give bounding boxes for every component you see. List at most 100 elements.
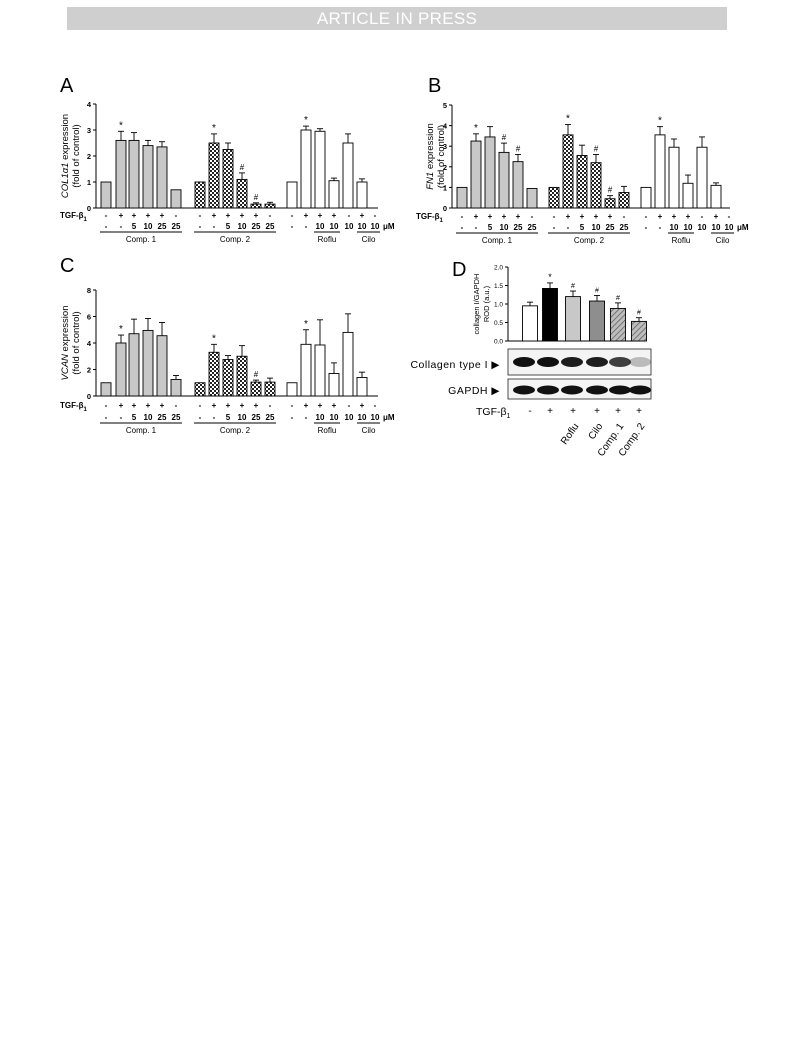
tgf-sign: -: [291, 211, 294, 220]
dose-label: -: [475, 223, 478, 232]
y-tick-label: 0: [87, 392, 91, 401]
tgf-sign: +: [502, 212, 507, 221]
bar: [115, 139, 127, 209]
dose-label: -: [305, 413, 308, 422]
dose-label: 10: [371, 222, 380, 231]
group-label: Roflu: [318, 235, 337, 244]
dose-label: 10: [144, 413, 153, 422]
dose-label: 10: [358, 222, 367, 231]
bar: [128, 333, 140, 397]
tgf-sign: -: [199, 401, 202, 410]
tgf-sign: +: [212, 401, 217, 410]
dose-label: 25: [620, 223, 629, 232]
significance-mark: *: [212, 123, 216, 134]
tgf-sign: +: [160, 211, 165, 220]
unit-label: μM: [737, 223, 749, 232]
bar: [356, 377, 368, 397]
tgf-label: TGF-β1: [476, 406, 511, 420]
bar: [710, 184, 722, 209]
gapdh-label: GAPDH ▶: [448, 385, 500, 397]
bar: [548, 186, 560, 209]
group-label: Cilo: [362, 235, 376, 244]
significance-mark: #: [571, 283, 575, 290]
tgf-sign: +: [594, 406, 600, 417]
dose-label: 25: [158, 413, 167, 422]
tgf-sign: +: [332, 401, 337, 410]
collagen-blot: [507, 348, 652, 376]
tgf-sign: -: [348, 401, 351, 410]
tgf-sign: -: [291, 401, 294, 410]
tgf-sign: -: [269, 401, 272, 410]
dose-label: -: [120, 222, 123, 231]
bar: [342, 142, 354, 209]
significance-mark: *: [474, 123, 478, 134]
bar: [250, 203, 262, 209]
y-axis-label-2: (fold of control): [71, 311, 82, 374]
dose-label: -: [105, 413, 108, 422]
tgf-sign: +: [318, 211, 323, 220]
dose-label: 10: [345, 222, 354, 231]
bar: [264, 203, 276, 209]
dose-label: -: [659, 223, 662, 232]
significance-mark: #: [254, 370, 259, 379]
dose-label: 25: [158, 222, 167, 231]
bar: [314, 344, 326, 397]
y-tick-label: 0: [87, 204, 91, 213]
blot-band: [561, 357, 583, 367]
y-tick-label: 3: [443, 142, 447, 151]
treatment-label: TGF-β1: [416, 212, 444, 224]
article-in-press-banner: ARTICLE IN PRESS: [67, 7, 727, 30]
dose-label: 5: [580, 223, 585, 232]
dose-label: 10: [725, 223, 734, 232]
y-tick-label: 8: [87, 286, 91, 295]
bar: [156, 335, 168, 397]
tgf-sign: +: [254, 211, 259, 220]
bar: [142, 145, 154, 209]
tgf-sign: -: [348, 211, 351, 220]
treatment-label: TGF-β1: [60, 401, 88, 413]
panel-d: D 0.0 0.5 1.0 1.5 2.0 collagen I/GAPDH ROD (a.u…: [410, 259, 652, 459]
bar: [640, 186, 652, 209]
bar: [156, 146, 168, 209]
dose-label: -: [645, 223, 648, 232]
group-label: Roflu: [318, 426, 337, 435]
tgf-sign: -: [374, 211, 377, 220]
significance-mark: #: [516, 144, 521, 153]
significance-mark: *: [119, 120, 123, 131]
dose-label: 10: [330, 413, 339, 422]
tgf-sign: -: [461, 212, 464, 221]
tgf-sign: +: [146, 211, 151, 220]
bar: [100, 181, 112, 209]
significance-mark: *: [212, 333, 216, 344]
dose-label: -: [213, 413, 216, 422]
tgf-sign: +: [240, 211, 245, 220]
blot-band: [629, 357, 651, 367]
dose-label: 5: [488, 223, 493, 232]
bar: [576, 155, 588, 209]
significance-mark: #: [254, 193, 259, 202]
tgf-sign: +: [119, 401, 124, 410]
panel-label: C: [60, 255, 74, 277]
tgf-sign: +: [488, 212, 493, 221]
bar: [236, 178, 248, 209]
y-tick-label: 2.0: [494, 265, 503, 272]
dose-label: 25: [528, 223, 537, 232]
tgf-sign: +: [146, 401, 151, 410]
bar: [328, 373, 340, 397]
tgf-sign: +: [474, 212, 479, 221]
significance-mark: #: [616, 295, 620, 302]
significance-mark: #: [637, 310, 641, 317]
blot-band: [561, 385, 583, 395]
blot-band: [586, 357, 608, 367]
unit-label: μM: [383, 413, 395, 422]
tgf-sign: +: [547, 406, 553, 417]
blot-band: [609, 385, 631, 395]
dose-label: 25: [172, 413, 181, 422]
bar: [342, 331, 354, 397]
bar: [604, 198, 616, 209]
bar: [522, 305, 538, 342]
bar: [590, 162, 602, 209]
bar: [115, 342, 127, 397]
dose-label: 10: [316, 222, 325, 231]
